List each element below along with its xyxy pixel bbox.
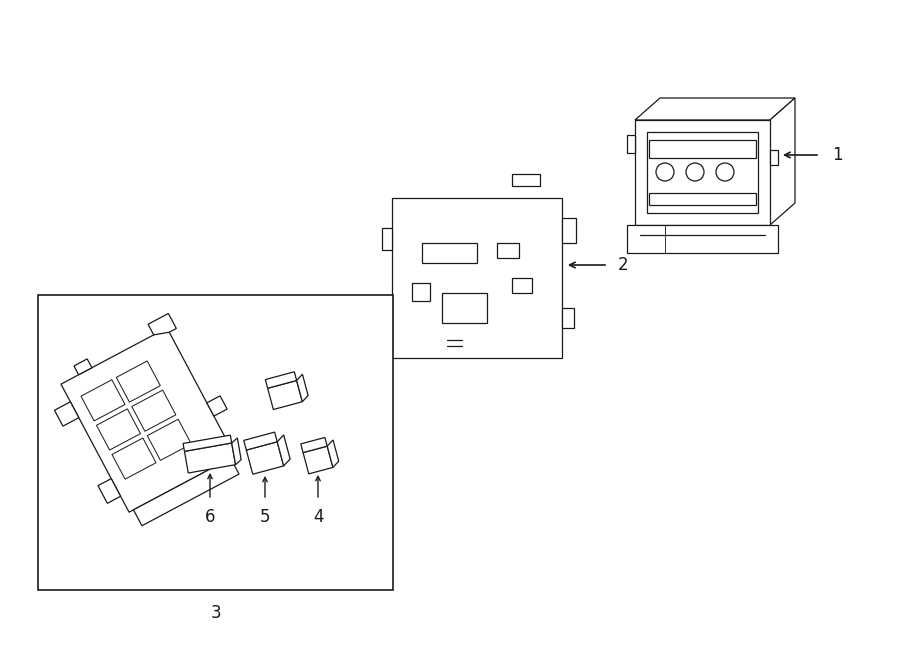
- Polygon shape: [184, 443, 236, 473]
- Polygon shape: [148, 419, 192, 461]
- Polygon shape: [61, 328, 235, 512]
- Polygon shape: [231, 438, 241, 465]
- Polygon shape: [382, 228, 392, 250]
- Polygon shape: [647, 132, 758, 213]
- Polygon shape: [382, 313, 392, 335]
- Polygon shape: [635, 98, 795, 120]
- Polygon shape: [148, 313, 176, 335]
- Polygon shape: [627, 135, 635, 153]
- Text: 5: 5: [260, 508, 270, 526]
- Polygon shape: [562, 218, 576, 243]
- Polygon shape: [422, 243, 477, 263]
- Polygon shape: [266, 371, 297, 388]
- Text: 6: 6: [205, 508, 215, 526]
- Polygon shape: [297, 374, 308, 402]
- Polygon shape: [267, 381, 302, 410]
- Polygon shape: [183, 435, 231, 451]
- Polygon shape: [247, 442, 284, 474]
- Polygon shape: [133, 458, 239, 525]
- Polygon shape: [770, 98, 795, 225]
- Text: 1: 1: [832, 146, 842, 164]
- Polygon shape: [116, 361, 160, 402]
- Polygon shape: [328, 440, 338, 467]
- Polygon shape: [74, 359, 92, 375]
- Circle shape: [656, 163, 674, 181]
- Polygon shape: [442, 293, 487, 323]
- Polygon shape: [303, 446, 333, 474]
- Circle shape: [716, 163, 734, 181]
- Polygon shape: [392, 198, 562, 358]
- Polygon shape: [55, 402, 79, 426]
- Polygon shape: [96, 409, 140, 450]
- Polygon shape: [497, 243, 519, 258]
- Polygon shape: [301, 438, 328, 453]
- Text: 4: 4: [313, 508, 323, 526]
- Polygon shape: [207, 396, 227, 416]
- Polygon shape: [412, 283, 430, 301]
- Polygon shape: [649, 140, 756, 158]
- Polygon shape: [562, 308, 574, 328]
- Polygon shape: [512, 174, 540, 186]
- Polygon shape: [627, 225, 778, 253]
- Polygon shape: [770, 150, 778, 165]
- Polygon shape: [512, 278, 532, 293]
- Polygon shape: [277, 435, 290, 466]
- Polygon shape: [38, 295, 393, 590]
- Polygon shape: [112, 438, 156, 479]
- Polygon shape: [244, 432, 277, 450]
- Polygon shape: [635, 120, 770, 225]
- Polygon shape: [131, 390, 176, 431]
- Text: 2: 2: [618, 256, 628, 274]
- Circle shape: [686, 163, 704, 181]
- Text: 3: 3: [211, 604, 220, 622]
- Polygon shape: [649, 193, 756, 205]
- Polygon shape: [98, 479, 121, 503]
- Polygon shape: [81, 380, 125, 421]
